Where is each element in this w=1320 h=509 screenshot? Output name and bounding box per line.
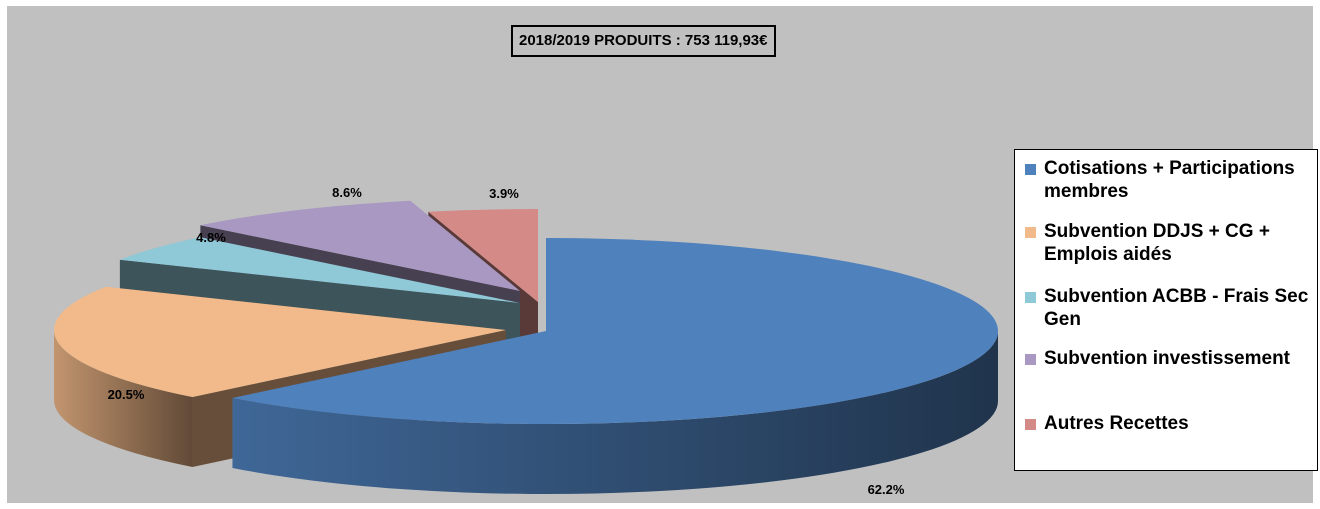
slice-top-autres-recettes [428, 209, 538, 302]
legend-label: Subvention ACBB - Frais Sec Gen [1044, 286, 1309, 330]
data-label-subvention-acbb-frais-sec-gen: 4.8% [196, 230, 226, 245]
legend-label: Subvention DDJS + CG + Emplois aidés [1044, 221, 1270, 265]
legend-item-cotisations-participations-membres: Cotisations + Participations membres [1025, 157, 1315, 203]
slice-top-subvention-investissement [200, 200, 520, 291]
chart-area: 62.2% 20.5% 4.8% 8.6% 3.9% 2018/2019 PRODUIT… [7, 6, 1318, 503]
data-label-subvention-ddjs-cg-emplois-aides: 20.5% [108, 387, 145, 402]
legend-item-subvention-investissement: Subvention investissement [1025, 347, 1315, 370]
legend-label: Cotisations + Participations membres [1044, 158, 1295, 202]
data-label-cotisations-participations-membres: 62.2% [868, 482, 905, 497]
legend-swatch [1025, 227, 1036, 238]
legend-swatch [1025, 354, 1036, 365]
chart-title: 2018/2019 PRODUITS : 753 119,93€ [511, 25, 776, 57]
slice-cotisations-participations-membres [232, 238, 999, 494]
pie-chart: 62.2% 20.5% 4.8% 8.6% 3.9% [53, 185, 999, 497]
slice-top-subvention-ddjs-cg-emplois-aides [53, 286, 506, 397]
slice-top-cotisations-participations-membres [232, 238, 999, 425]
slice-side-subvention-ddjs-cg-emplois-aides [53, 330, 193, 467]
slice-side-cotisations-participations-membres [232, 331, 999, 494]
legend-swatch [1025, 164, 1036, 175]
legend-swatch [1025, 419, 1036, 430]
legend: Cotisations + Participations membres Subv… [1014, 149, 1318, 471]
slice-top-subvention-acbb-frais-sec-gen [119, 237, 520, 303]
data-label-autres-recettes: 3.9% [489, 186, 519, 201]
legend-item-subvention-ddjs-cg-emplois-aides: Subvention DDJS + CG + Emplois aidés [1025, 220, 1315, 266]
legend-item-autres-recettes: Autres Recettes [1025, 412, 1315, 435]
data-label-subvention-investissement: 8.6% [332, 185, 362, 200]
legend-item-subvention-acbb-frais-sec-gen: Subvention ACBB - Frais Sec Gen [1025, 285, 1315, 331]
legend-label: Subvention investissement [1044, 348, 1291, 369]
legend-swatch [1025, 292, 1036, 303]
legend-label: Autres Recettes [1044, 413, 1189, 434]
